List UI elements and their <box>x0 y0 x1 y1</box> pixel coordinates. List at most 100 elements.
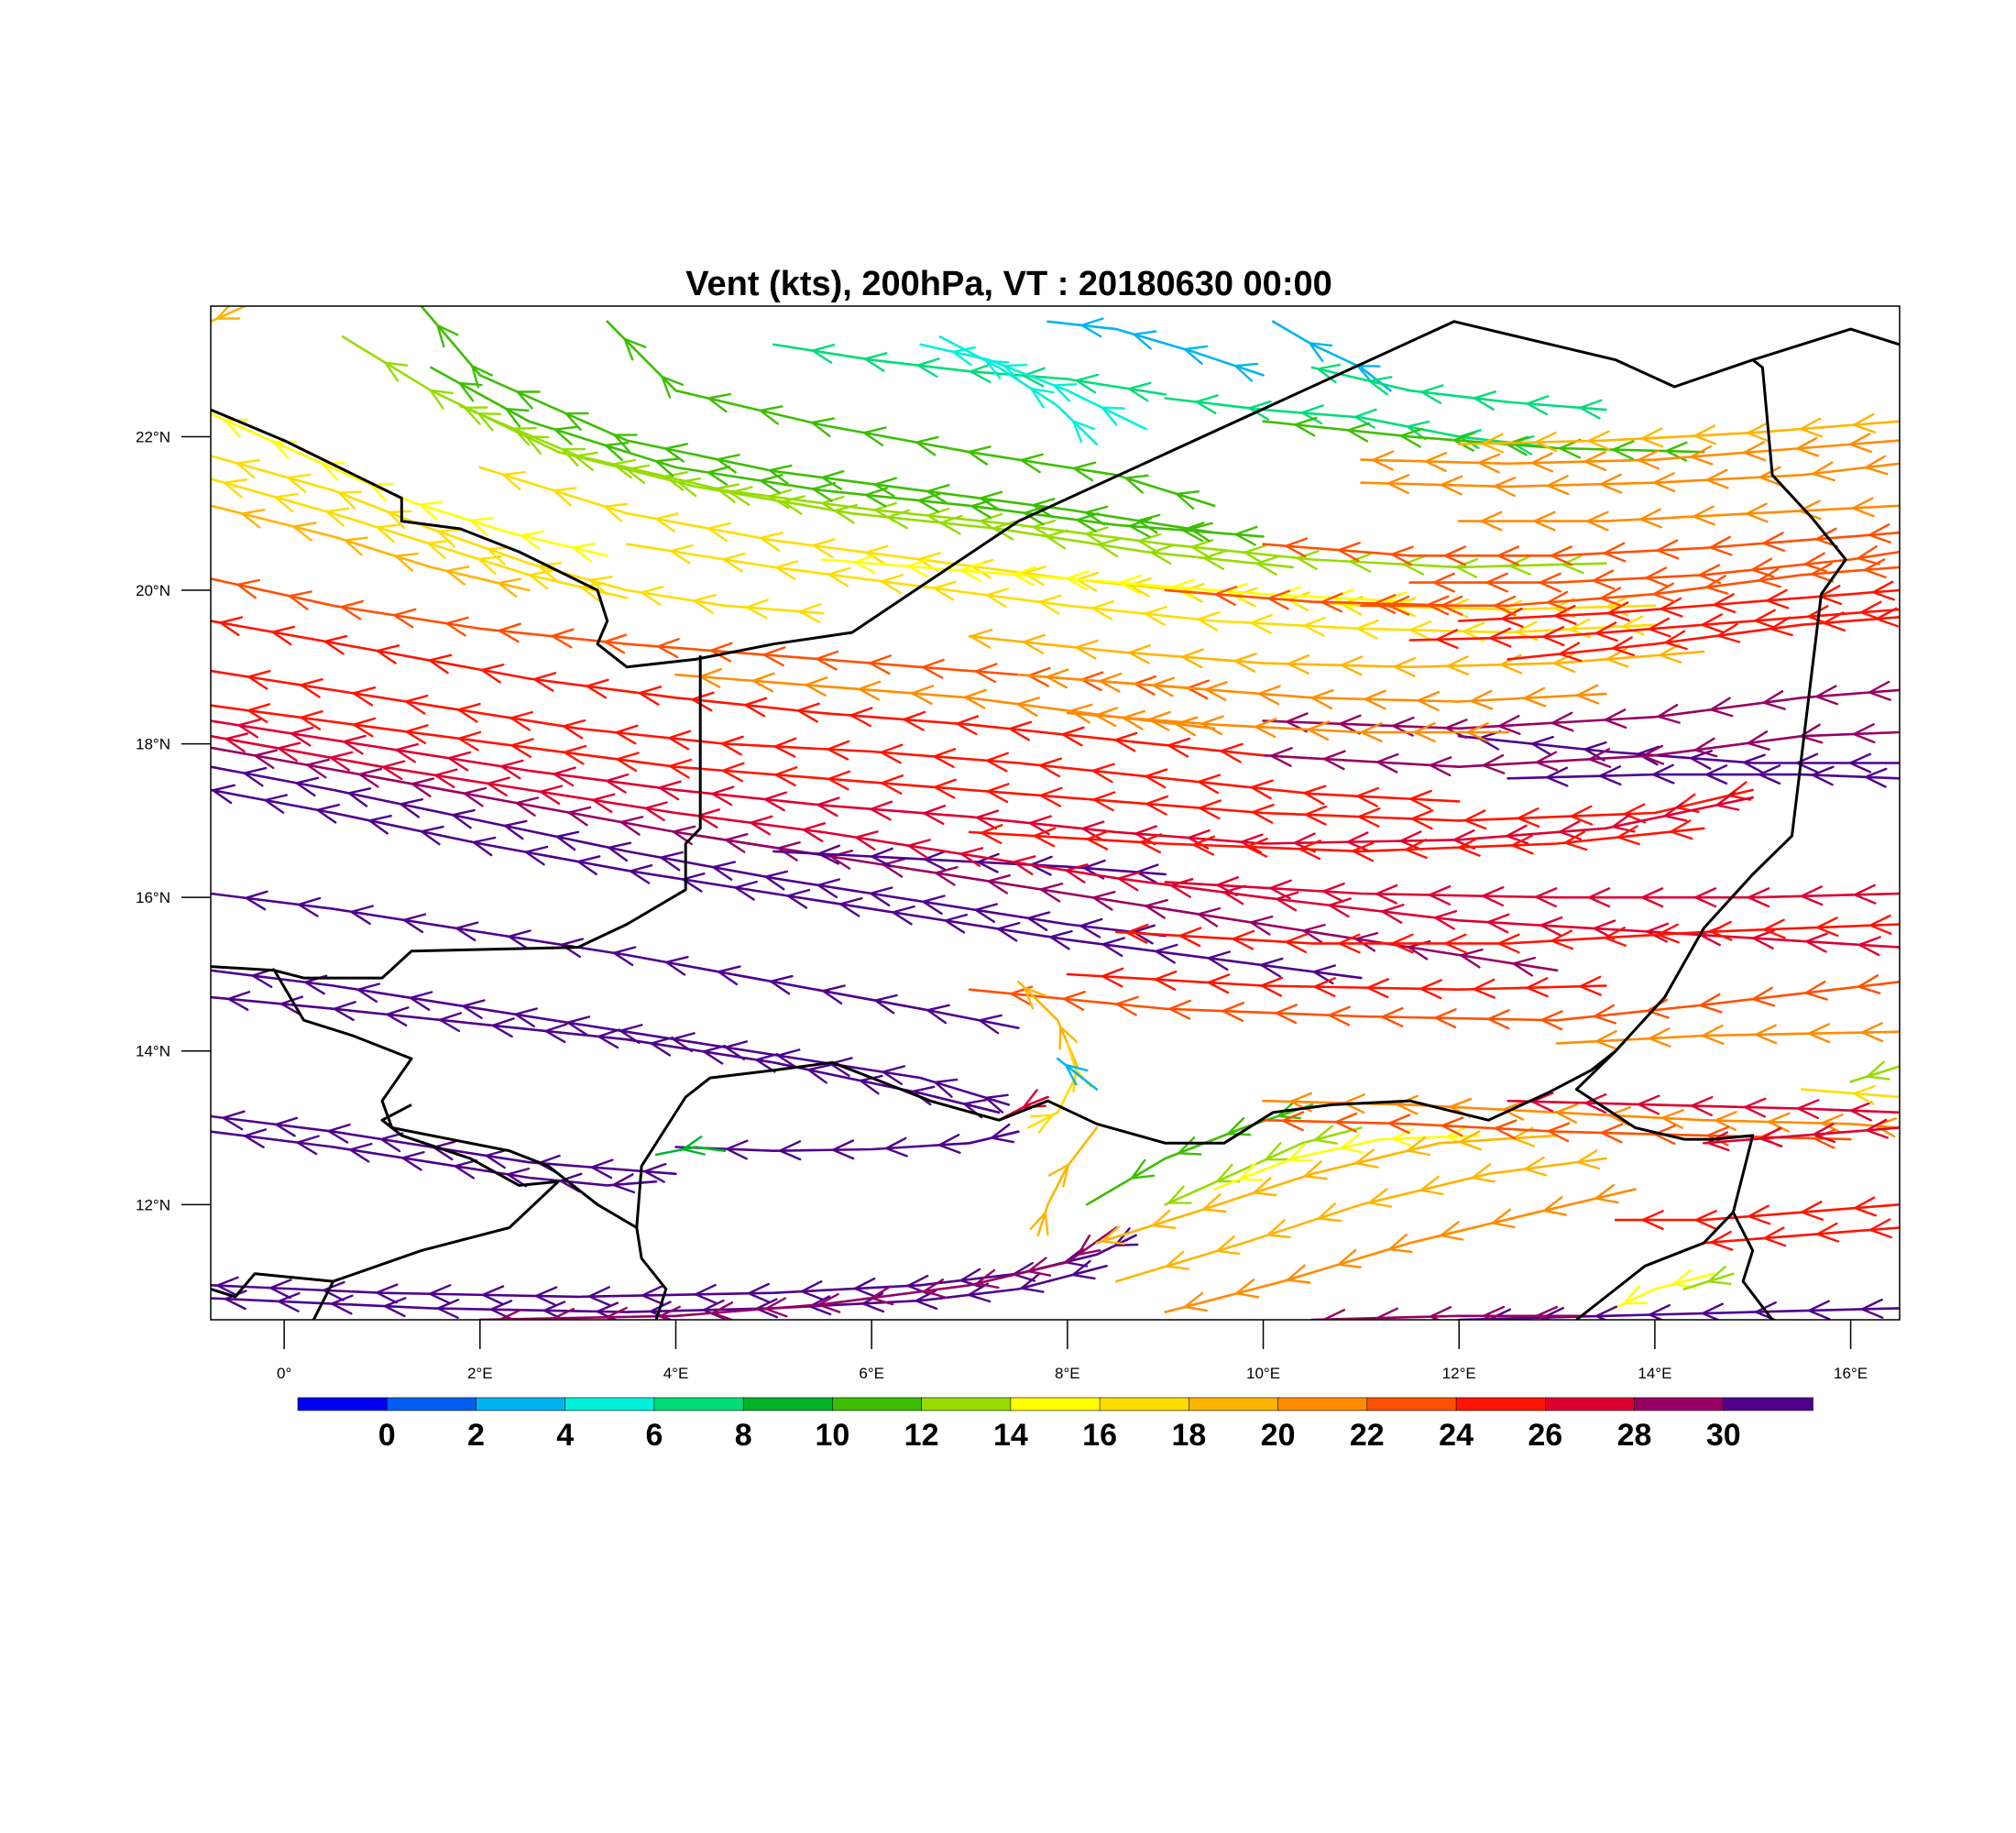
flow-arrowhead <box>830 1139 855 1160</box>
flow-arrowhead <box>653 457 680 477</box>
flow-arrowhead <box>217 616 243 637</box>
flow-arrowhead <box>239 509 266 529</box>
flow-arrowhead <box>1170 578 1196 599</box>
flow-arrowhead <box>851 1277 877 1298</box>
flow-arrowhead <box>446 751 472 772</box>
streamline-path <box>1262 730 1900 768</box>
flow-arrowhead <box>809 417 835 437</box>
colorbar-label: 10 <box>815 1418 849 1453</box>
flow-arrowhead <box>1485 1009 1510 1030</box>
flow-arrowhead <box>348 905 374 926</box>
flow-arrowhead <box>1756 567 1781 588</box>
streamline <box>1017 668 1607 711</box>
flow-arrowhead <box>723 833 749 853</box>
flow-arrowhead <box>1602 708 1627 730</box>
flow-arrowhead <box>1143 898 1168 919</box>
flow-arrowhead <box>514 390 541 410</box>
flow-arrowhead <box>1615 825 1640 846</box>
streamline <box>1849 1060 1900 1083</box>
flow-arrowhead <box>417 500 444 521</box>
flow-arrowhead <box>604 1306 628 1320</box>
flow-arrowhead <box>1545 475 1570 496</box>
flow-arrowhead <box>1090 891 1116 911</box>
flow-arrowhead <box>920 658 945 679</box>
flow-arrowhead <box>1749 557 1775 578</box>
streamline <box>211 765 1167 945</box>
streamline <box>211 968 1011 1114</box>
flow-arrowhead <box>1214 876 1239 896</box>
streamline-path <box>938 335 1099 446</box>
flow-arrowhead <box>758 532 783 552</box>
flow-arrowhead <box>1375 1307 1398 1320</box>
flow-arrowhead <box>1864 1118 1889 1139</box>
flow-arrowhead <box>915 492 941 513</box>
flow-arrowhead <box>1661 802 1688 822</box>
flow-arrowhead <box>1852 1196 1877 1217</box>
flow-arrowhead <box>214 1276 239 1297</box>
flow-arrowhead <box>1150 1209 1177 1229</box>
flow-arrowhead <box>1063 863 1089 884</box>
flow-arrowhead <box>341 734 367 755</box>
flow-arrowhead <box>1061 991 1086 1011</box>
flow-arrowhead <box>1405 1136 1431 1157</box>
flow-arrowhead <box>1481 1305 1506 1320</box>
colorbar-label: 8 <box>735 1418 752 1453</box>
flow-arrowhead <box>1590 569 1616 590</box>
streamline-path <box>1056 1057 1099 1091</box>
flow-arrowhead <box>800 822 826 842</box>
flow-arrowhead <box>375 523 400 543</box>
streamline <box>211 1227 1139 1307</box>
flow-arrowhead <box>1858 600 1883 621</box>
flow-arrowhead <box>480 1285 505 1306</box>
flow-arrowhead <box>901 710 926 731</box>
flow-arrowhead <box>1397 427 1423 448</box>
flow-arrowhead <box>922 850 947 871</box>
flow-arrowhead <box>1312 1125 1338 1145</box>
flow-arrowhead <box>1043 529 1069 550</box>
country-border <box>635 1049 1617 1228</box>
flow-arrowhead <box>772 737 797 758</box>
flow-arrowhead <box>1604 647 1629 668</box>
lat-tick-label: 14°N <box>136 1043 170 1060</box>
streamline-path <box>211 892 1020 1029</box>
streamline <box>1682 1266 1735 1290</box>
streamline-path <box>1703 1226 1900 1245</box>
flow-arrowhead <box>1602 927 1627 947</box>
flow-arrowhead <box>1174 490 1200 510</box>
flow-arrowhead <box>1480 886 1505 906</box>
flow-arrowhead <box>542 1023 568 1044</box>
streamline-path <box>211 704 1754 822</box>
flow-arrowhead <box>1851 412 1876 434</box>
flow-arrowhead <box>553 830 580 851</box>
flow-arrowhead <box>1131 330 1157 350</box>
flow-arrowhead <box>1251 1177 1277 1197</box>
streamline <box>772 343 1167 402</box>
flow-arrowhead <box>942 913 969 934</box>
flow-arrowhead <box>772 766 798 786</box>
flow-arrowhead <box>1746 1204 1771 1225</box>
flow-arrowhead <box>784 888 811 909</box>
flow-arrowhead <box>1430 572 1455 593</box>
flow-arrowhead <box>287 590 312 610</box>
flow-arrowhead <box>1745 422 1770 443</box>
flow-arrowhead <box>1386 595 1410 616</box>
flow-arrowhead <box>1760 532 1786 553</box>
flow-arrowhead <box>1524 977 1549 998</box>
flow-arrowhead <box>1574 1149 1600 1170</box>
streamline <box>1360 433 1900 474</box>
flow-arrowhead <box>560 447 586 467</box>
flow-arrowhead <box>537 785 564 806</box>
streamline <box>1457 412 1900 454</box>
flow-arrowhead <box>1539 1010 1563 1031</box>
flow-arrowhead <box>1741 753 1766 774</box>
flow-arrowhead <box>1190 835 1215 856</box>
flow-arrowhead <box>1265 1219 1291 1239</box>
streamline-path <box>1457 1307 1900 1320</box>
flow-arrowhead <box>1750 986 1776 1007</box>
flow-arrowhead <box>1301 785 1327 806</box>
streamline <box>1066 967 1607 1000</box>
flow-arrowhead <box>985 874 1011 895</box>
flow-arrowhead <box>549 628 575 649</box>
streamline-path <box>211 412 608 557</box>
flow-arrowhead <box>1507 554 1531 576</box>
